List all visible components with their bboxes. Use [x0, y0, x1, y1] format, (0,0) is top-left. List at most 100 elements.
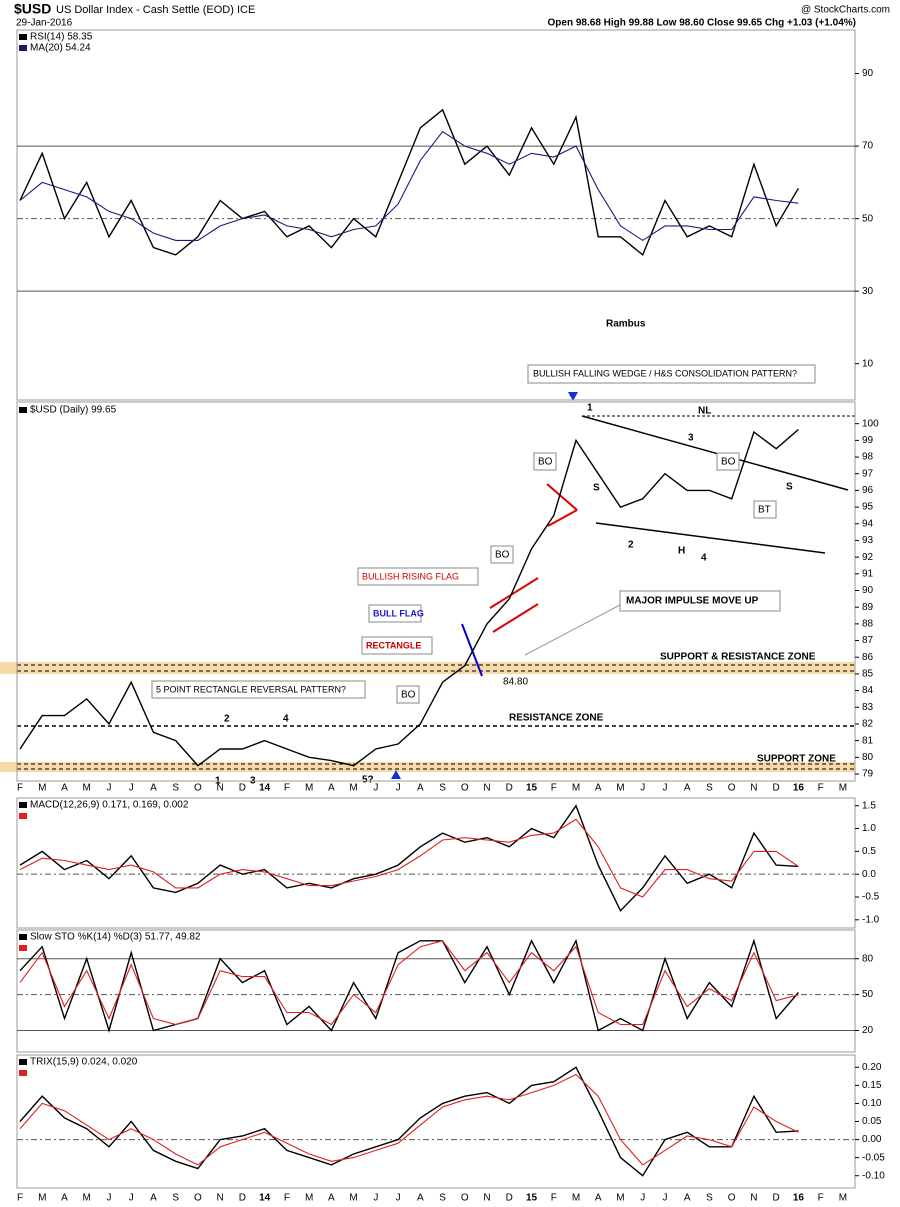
x-tick-label: M [83, 783, 91, 794]
x-tick-label: A [328, 1193, 335, 1204]
y-tick-label: 80 [862, 752, 874, 763]
x-tick-label: A [417, 783, 424, 794]
y-tick-label: 0.05 [862, 1116, 882, 1127]
y-tick-label: 91 [862, 568, 874, 579]
annotation: BULLISH FALLING WEDGE / H&S CONSOLIDATIO… [533, 368, 797, 378]
y-tick-label: 81 [862, 735, 874, 746]
legend-swatch [19, 945, 27, 951]
x-tick-label: J [373, 783, 378, 794]
annotation: RESISTANCE ZONE [509, 713, 604, 724]
x-tick-label: D [773, 783, 780, 794]
annotation: 4 [283, 714, 289, 725]
y-tick-label: 93 [862, 535, 874, 546]
annotation: H [678, 546, 685, 557]
x-tick-label: 14 [259, 783, 271, 794]
y-tick-label: -0.05 [862, 1152, 885, 1163]
y-tick-label: 82 [862, 719, 874, 730]
x-tick-label: O [728, 783, 736, 794]
series-line [19, 818, 799, 898]
annotation: 5 POINT RECTANGLE REVERSAL PATTERN? [156, 684, 346, 694]
x-tick-label: N [217, 1193, 224, 1204]
flag-line [492, 603, 539, 633]
flag-line [547, 509, 578, 527]
x-tick-label: D [773, 1193, 780, 1204]
y-tick-label: 50 [862, 989, 874, 1000]
x-tick-label: J [373, 1193, 378, 1204]
legend-swatch [19, 934, 27, 940]
legend-swatch [19, 813, 27, 819]
y-tick-label: 0.20 [862, 1062, 882, 1073]
x-tick-label: S [172, 1193, 179, 1204]
y-tick-label: 30 [862, 286, 874, 297]
callout [753, 500, 777, 519]
annotation: BO [538, 457, 553, 468]
x-tick-label: A [61, 1193, 68, 1204]
x-tick-label: A [150, 783, 157, 794]
y-tick-label: 1.5 [862, 800, 876, 811]
series-line [19, 428, 799, 767]
x-tick-label: F [17, 783, 23, 794]
annotation: NL [698, 406, 711, 417]
x-tick-label: N [217, 783, 224, 794]
x-tick-label: D [506, 1193, 513, 1204]
panel [16, 929, 856, 1053]
x-tick-label: A [61, 783, 68, 794]
zone [0, 762, 855, 772]
x-tick-label: J [129, 783, 134, 794]
callout [151, 680, 366, 699]
y-tick-label: 1.0 [862, 823, 876, 834]
y-tick-label: 95 [862, 502, 874, 513]
y-tick-label: -1.0 [862, 914, 880, 925]
annotation: BO [721, 457, 736, 468]
callout [490, 545, 514, 564]
x-tick-label: S [706, 783, 713, 794]
panel [16, 401, 856, 782]
x-tick-label: J [640, 783, 645, 794]
annotation: Rambus [606, 319, 646, 330]
annotation: 1 [587, 403, 593, 414]
arrow [568, 392, 578, 401]
x-tick-label: J [396, 1193, 401, 1204]
x-tick-label: J [662, 783, 667, 794]
callout [716, 452, 740, 471]
x-tick-label: A [417, 1193, 424, 1204]
x-tick-label: D [239, 783, 246, 794]
legend-swatch [19, 407, 27, 413]
series-line [19, 940, 799, 1026]
panel [16, 797, 856, 929]
x-tick-label: 14 [259, 1193, 271, 1204]
x-tick-label: M [839, 1193, 847, 1204]
y-tick-label: 0.5 [862, 846, 876, 857]
series-line [19, 130, 799, 242]
x-tick-label: D [239, 1193, 246, 1204]
y-tick-label: 97 [862, 468, 874, 479]
annotation: 2 [628, 540, 634, 551]
legend-label: TRIX(15,9) 0.024, 0.020 [30, 1057, 138, 1068]
y-tick-label: 0.15 [862, 1080, 882, 1091]
x-tick-label: O [194, 1193, 202, 1204]
legend-label: RSI(14) 58.35 [30, 32, 93, 43]
x-tick-label: A [150, 1193, 157, 1204]
annotation: SUPPORT ZONE [757, 754, 836, 765]
annotation: BULL FLAG [373, 608, 424, 618]
x-tick-label: N [750, 1193, 757, 1204]
x-tick-label: O [461, 1193, 469, 1204]
x-tick-label: O [728, 1193, 736, 1204]
x-tick-label: S [439, 783, 446, 794]
x-tick-label: A [595, 783, 602, 794]
x-tick-label: J [129, 1193, 134, 1204]
x-tick-label: N [750, 783, 757, 794]
annotation: 3 [688, 433, 694, 444]
callout [396, 685, 420, 704]
x-tick-label: M [572, 1193, 580, 1204]
annotation: S [593, 483, 600, 494]
x-tick-label: S [172, 783, 179, 794]
x-tick-label: J [662, 1193, 667, 1204]
trendline [595, 522, 826, 554]
x-tick-label: M [616, 783, 624, 794]
x-tick-label: 15 [526, 783, 538, 794]
x-tick-label: A [328, 783, 335, 794]
annotation: SUPPORT & RESISTANCE ZONE [660, 652, 816, 663]
y-tick-label: 50 [862, 213, 874, 224]
